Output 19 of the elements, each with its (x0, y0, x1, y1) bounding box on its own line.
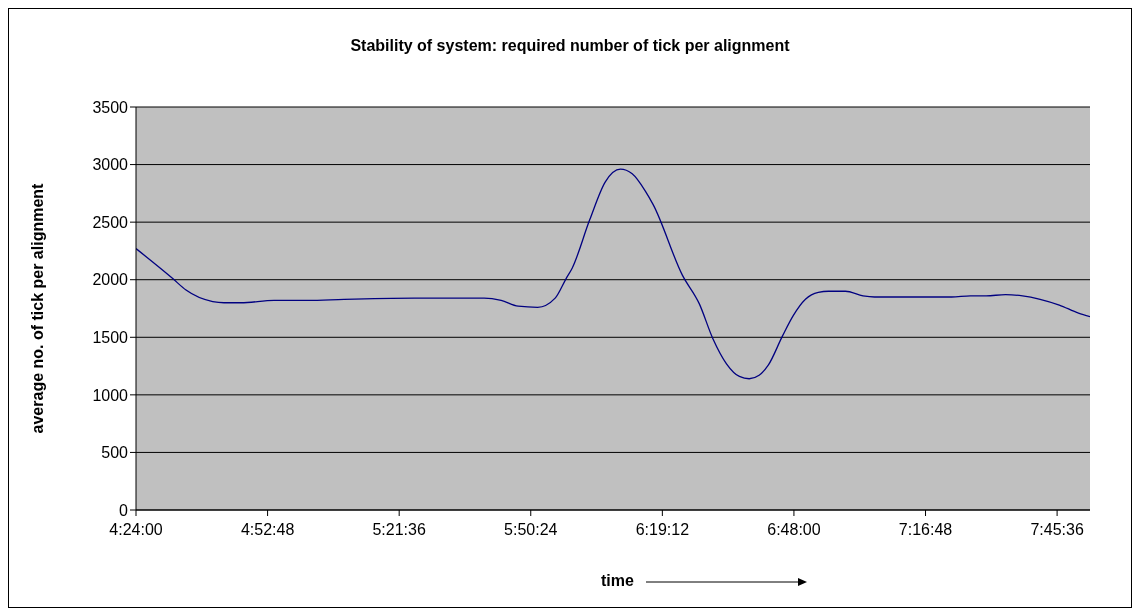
y-tick-label: 500 (101, 444, 129, 462)
y-tick-label: 3500 (92, 98, 129, 116)
x-tick-label: 6:48:00 (767, 521, 821, 539)
x-tick-label: 7:16:48 (898, 521, 953, 539)
y-tick-label: 1500 (92, 328, 129, 346)
x-tick-label: 7:45:36 (1030, 521, 1084, 539)
x-tick-label: 4:24:00 (109, 521, 163, 539)
y-tick-label: 2000 (92, 271, 129, 289)
x-tick-label: 5:50:24 (504, 521, 558, 539)
x-axis-title: time (601, 572, 634, 590)
x-tick-label: 5:21:36 (372, 521, 426, 539)
chart-title: Stability of system: required number of tick per alignment (349, 37, 791, 55)
y-tick-label: 0 (119, 501, 129, 519)
y-tick-label: 3000 (92, 156, 129, 174)
x-tick-label: 4:52:48 (240, 521, 295, 539)
y-tick-label: 1000 (92, 386, 129, 404)
x-tick-label: 6:19:12 (635, 521, 690, 539)
y-tick-label: 2500 (92, 213, 129, 231)
y-axis-title: average no. of tick per alignment (28, 182, 46, 434)
